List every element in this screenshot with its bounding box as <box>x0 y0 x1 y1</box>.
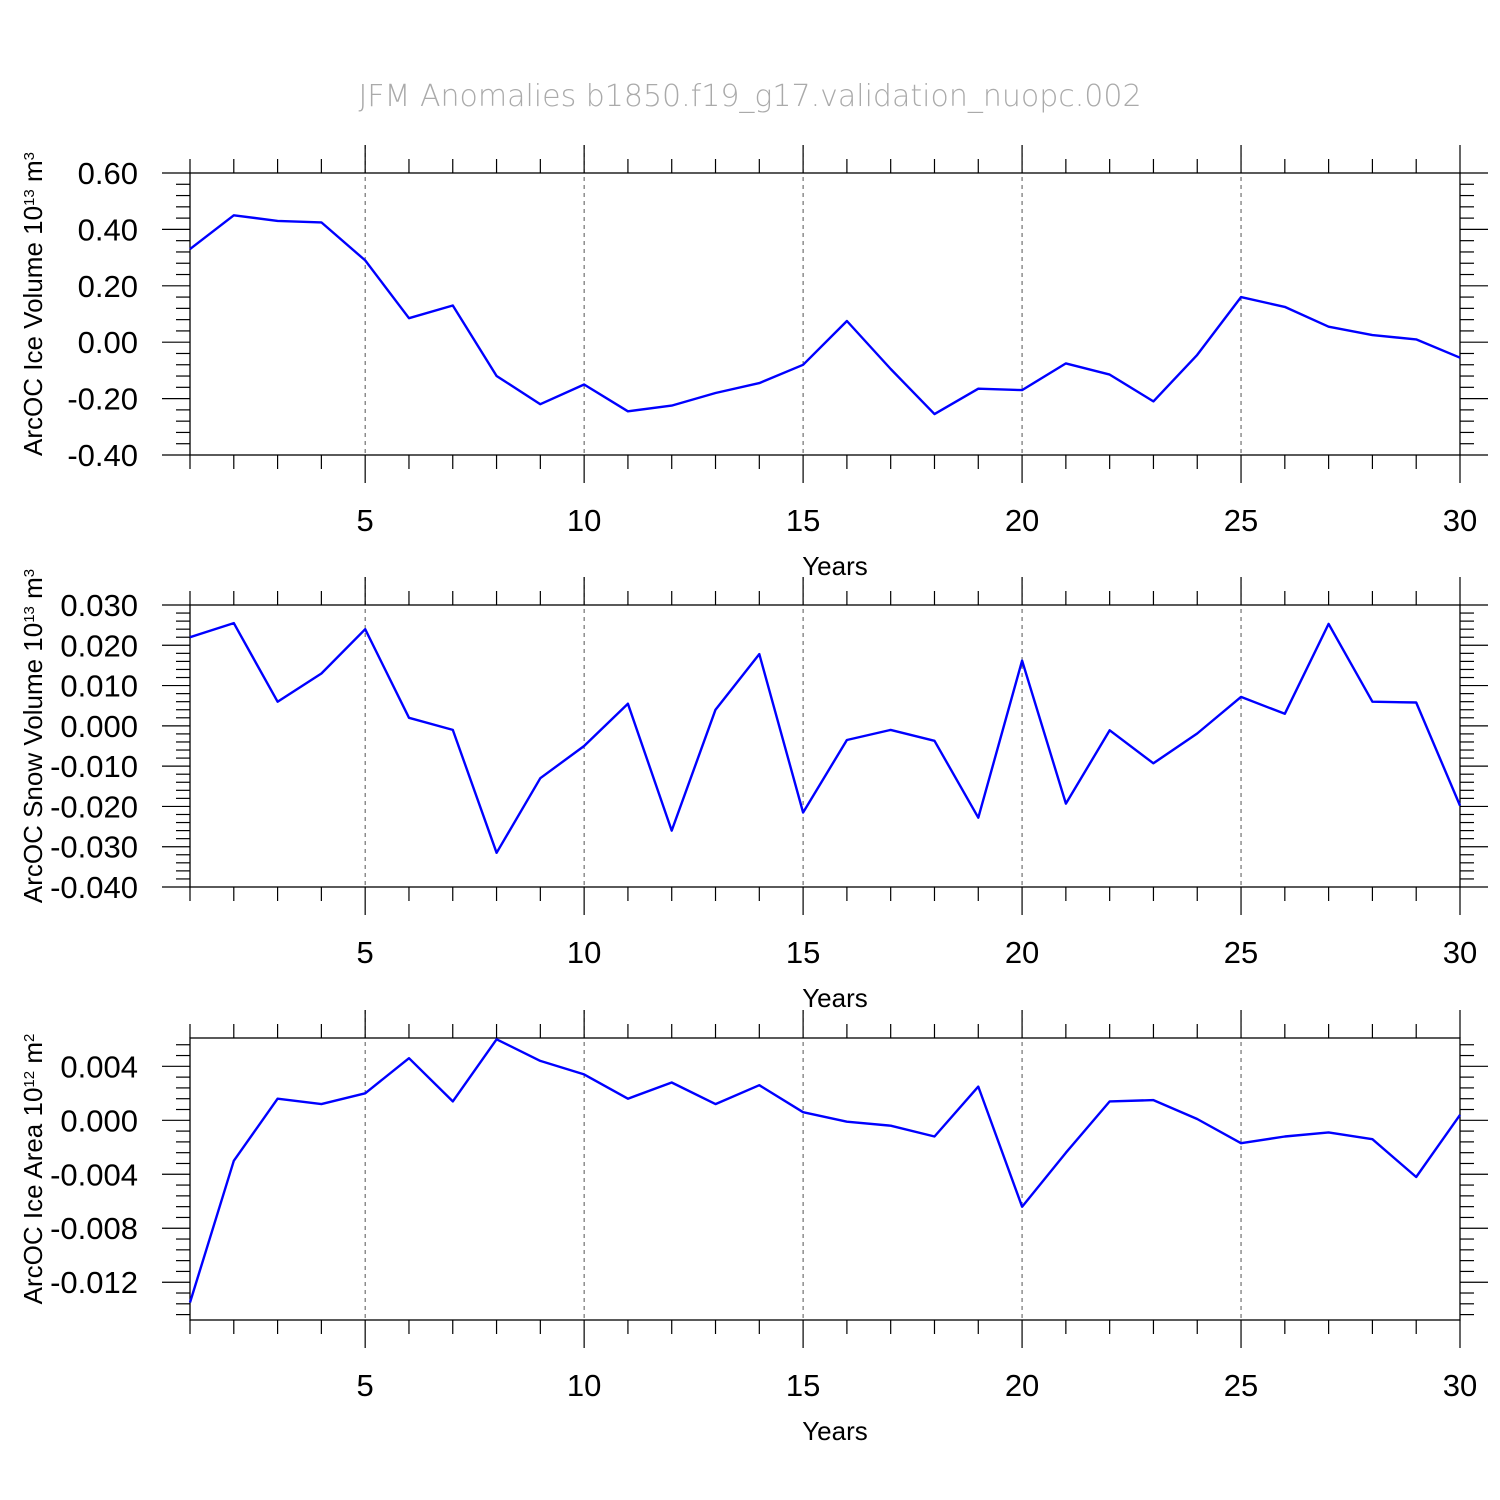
x-tick-label: 20 <box>1005 935 1039 970</box>
y-axis-title-ylabel-exp: 13 <box>21 189 38 206</box>
y-tick-label: 0.000 <box>60 709 138 744</box>
plot-frame <box>189 172 1461 456</box>
chart-panel-1: -0.40 -0.20 0.00 0.20 0.40 0.60 5 10 15 20 25 30 Yea… <box>18 145 1488 581</box>
x-tick-label: 25 <box>1224 935 1258 970</box>
x-tick-label: 15 <box>786 503 820 538</box>
x-axis-title: Years <box>802 983 868 1013</box>
y-tick-label: 0.000 <box>60 1103 138 1138</box>
series-line <box>189 621 1462 854</box>
x-tick-label: 15 <box>786 1368 820 1403</box>
y-tick-label: -0.020 <box>50 789 138 824</box>
y-tick-label: -0.20 <box>67 382 138 417</box>
x-tick-label: 5 <box>357 503 374 538</box>
figure-title: JFM Anomalies b1850.f19_g17.validation_n… <box>358 79 1141 114</box>
y-tick-label: -0.040 <box>50 870 138 905</box>
x-tick-label: 30 <box>1443 503 1477 538</box>
y-tick-label: 0.40 <box>78 212 138 247</box>
y-tick-label: 0.004 <box>60 1049 138 1084</box>
x-tick-label: 20 <box>1005 503 1039 538</box>
y-tick-label: -0.40 <box>67 438 138 473</box>
x-tick-label: 10 <box>567 503 601 538</box>
y-tick-label: 0.20 <box>78 269 138 304</box>
chart-panel-3: -0.012 -0.008 -0.004 0.000 0.004 5 10 15 20 25 30 Y… <box>18 1010 1488 1446</box>
x-tick-label: 5 <box>357 935 374 970</box>
y-axis-title-ylabel-unit-exp: 2 <box>21 1034 38 1042</box>
y-tick-label: -0.030 <box>50 830 138 865</box>
x-tick-label: 15 <box>786 935 820 970</box>
y-axis-title-ylabel-exp: 13 <box>21 606 38 623</box>
y-tick-label: 0.60 <box>78 156 138 191</box>
y-tick-label: 0.010 <box>60 669 138 704</box>
y-axis-title-ylabel-exp: 12 <box>21 1071 38 1088</box>
y-tick-label: -0.004 <box>50 1157 138 1192</box>
plot-frame <box>189 1037 1461 1321</box>
x-axis-title: Years <box>802 1416 868 1446</box>
y-tick-label: -0.012 <box>50 1265 138 1300</box>
y-axis-title-ylabel-unit: m <box>18 160 48 189</box>
y-axis-title-ylabel-unit-exp: 3 <box>21 569 38 577</box>
x-tick-label: 30 <box>1443 1368 1477 1403</box>
plot-frame <box>189 604 1461 888</box>
y-tick-label: -0.010 <box>50 749 138 784</box>
y-axis-title-ylabel-main: ArcOC Snow Volume 10 <box>18 623 48 903</box>
x-tick-label: 25 <box>1224 1368 1258 1403</box>
chart-panel-2: -0.040 -0.030 -0.020 -0.010 0.000 0.010 0.020 0… <box>18 569 1488 1013</box>
y-tick-label: 0.00 <box>78 325 138 360</box>
y-tick-label: -0.008 <box>50 1211 138 1246</box>
y-axis-title-ylabel-unit: m <box>18 1042 48 1071</box>
y-axis-title-ylabel-unit: m <box>18 577 48 606</box>
x-axis-title: Years <box>802 551 868 581</box>
x-tick-label: 10 <box>567 935 601 970</box>
x-tick-label: 30 <box>1443 935 1477 970</box>
y-tick-label: 0.020 <box>60 628 138 663</box>
x-tick-label: 25 <box>1224 503 1258 538</box>
x-tick-label: 10 <box>567 1368 601 1403</box>
y-axis-title-ylabel-main: ArcOC Ice Volume 10 <box>18 206 48 456</box>
series-line <box>189 214 1461 416</box>
y-tick-label: 0.030 <box>60 588 138 623</box>
series-line <box>188 1038 1461 1303</box>
y-axis-title: ArcOC Snow Volume 1013 m3 <box>18 569 48 903</box>
x-tick-label: 5 <box>357 1368 374 1403</box>
y-axis-title-ylabel-main: ArcOC Ice Area 10 <box>18 1088 48 1305</box>
y-axis-title-ylabel-unit-exp: 3 <box>21 152 38 160</box>
x-tick-label: 20 <box>1005 1368 1039 1403</box>
y-axis-title: ArcOC Ice Volume 1013 m3 <box>18 152 48 456</box>
y-axis-title: ArcOC Ice Area 1012 m2 <box>18 1034 48 1305</box>
